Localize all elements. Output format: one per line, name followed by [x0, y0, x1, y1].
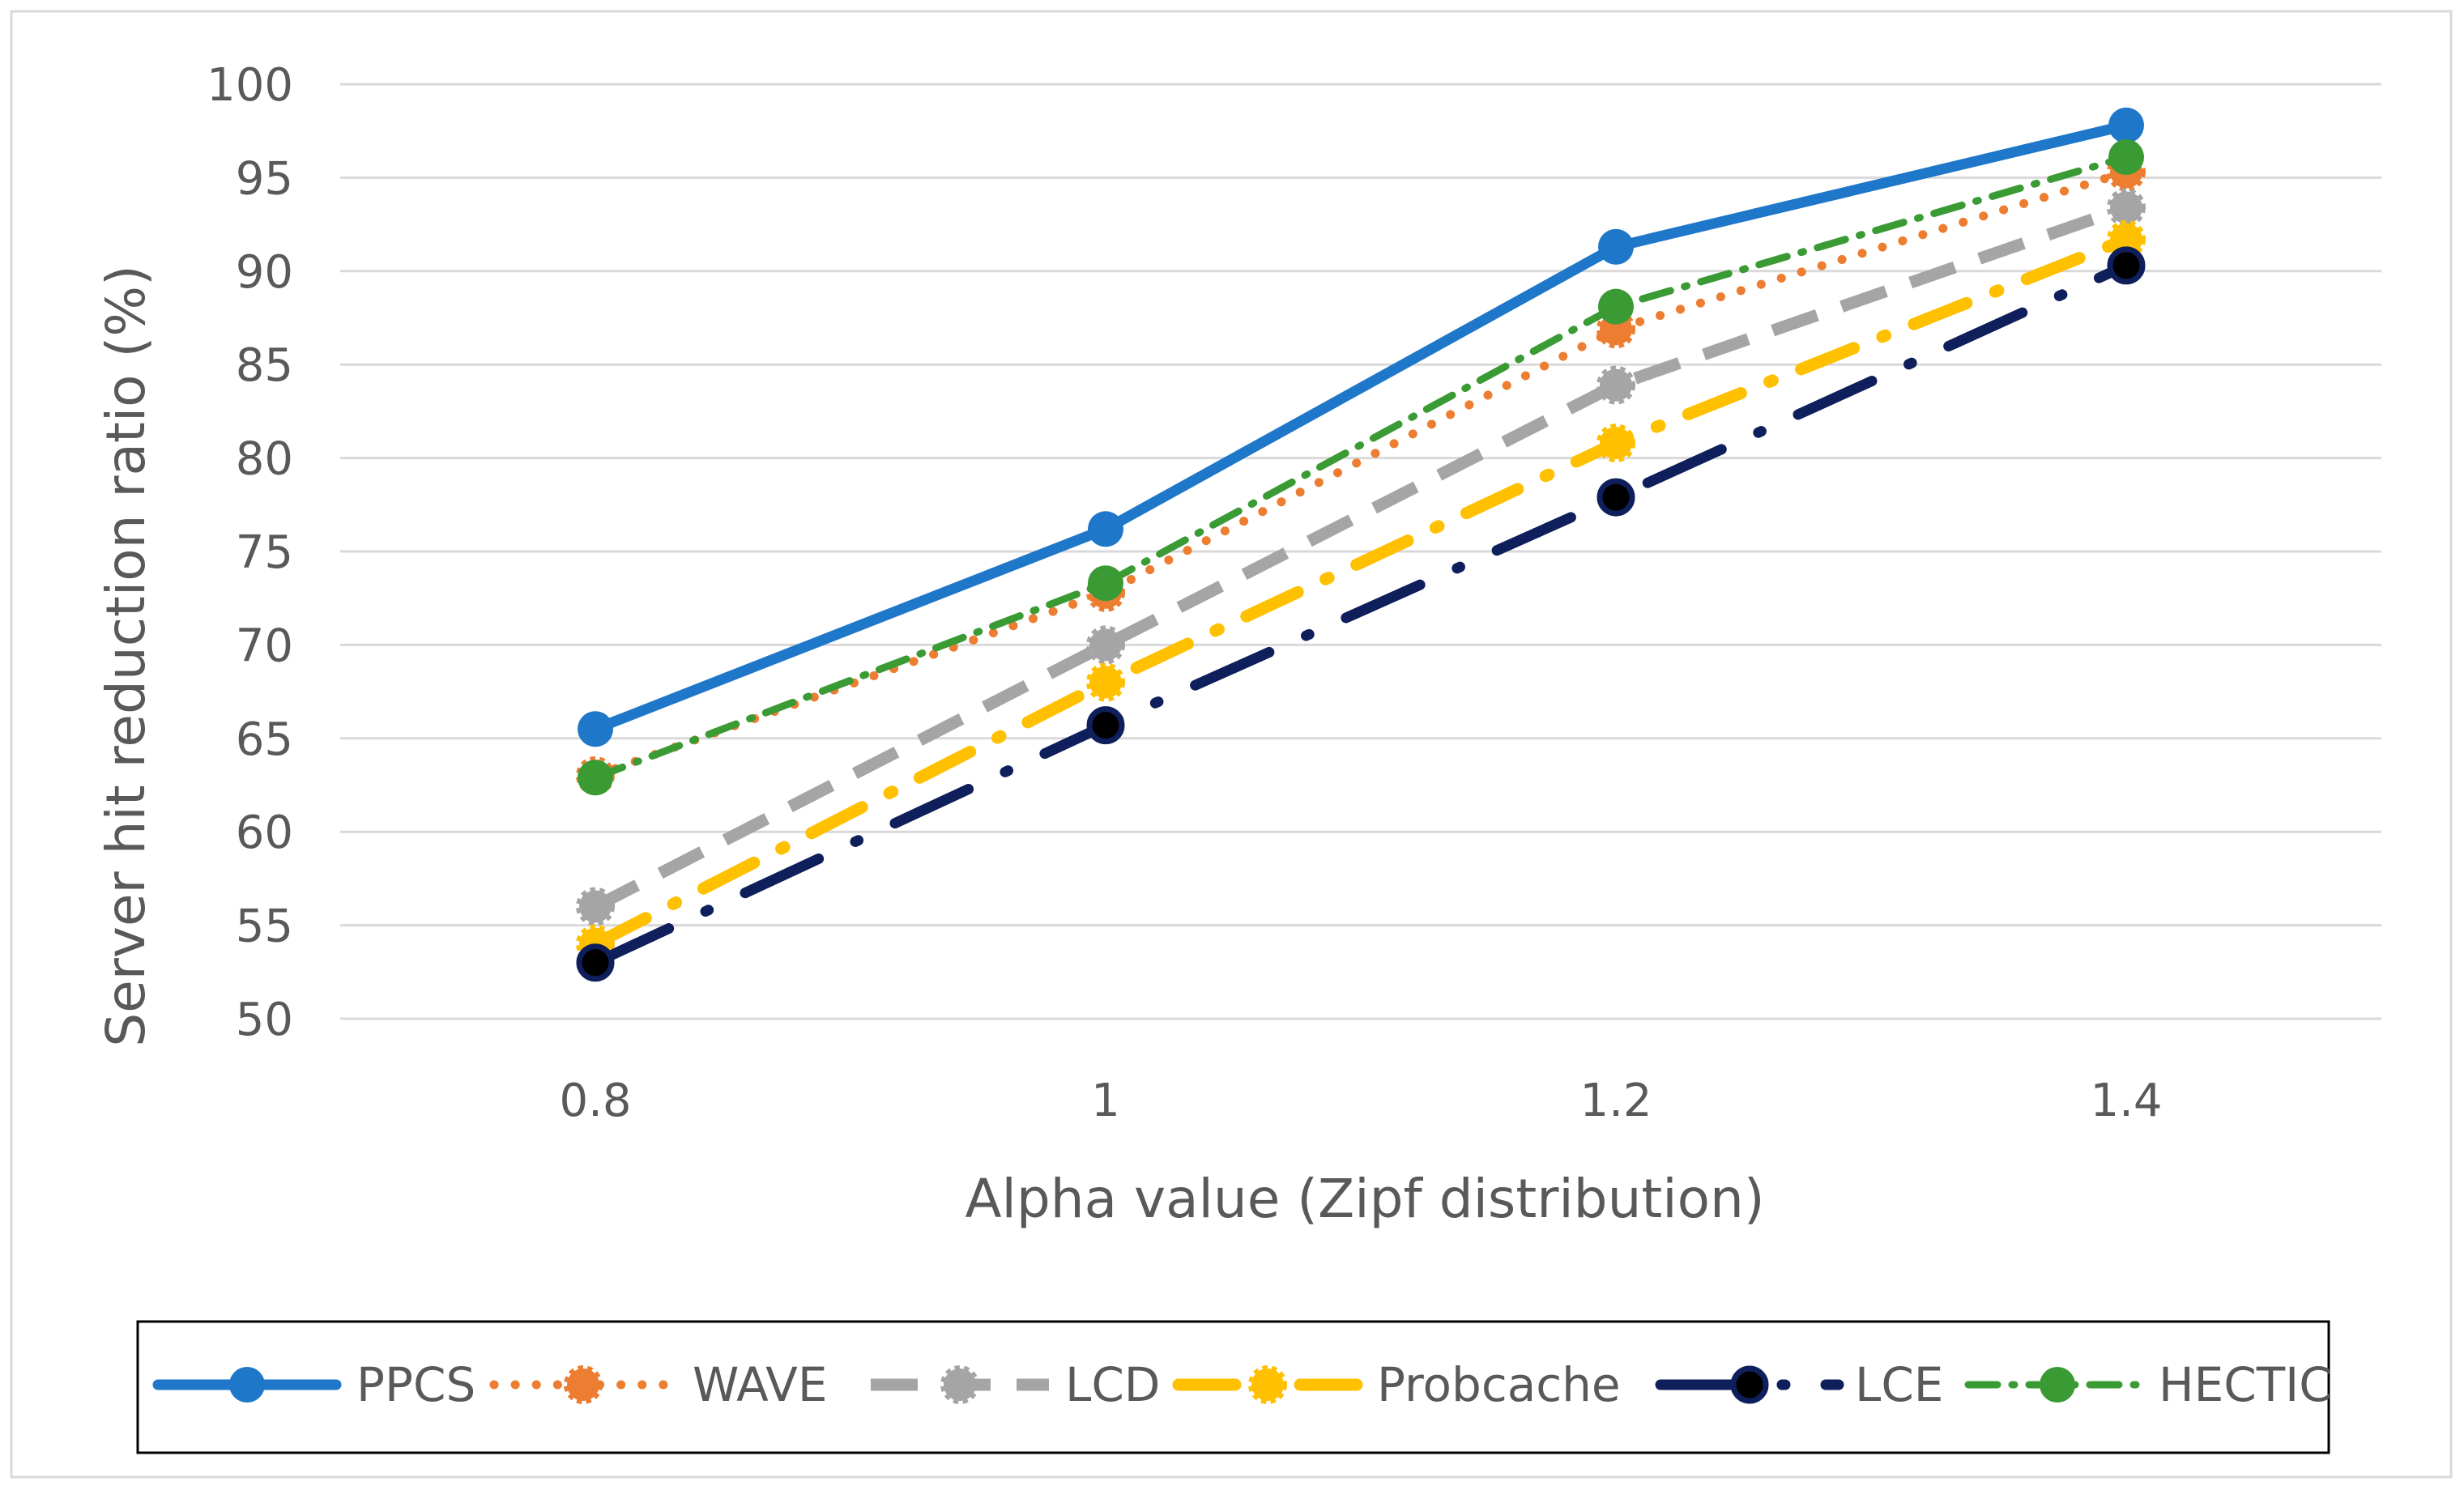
- legend-marker-wave: [564, 1365, 603, 1404]
- legend-label-ppcs: PPCS: [356, 1357, 475, 1412]
- data-point-lce: [2107, 246, 2146, 285]
- legend-item-hectic: HECTIC: [1964, 1357, 2332, 1412]
- data-point-hectic: [2108, 139, 2144, 176]
- series-line-lcd: [592, 202, 2129, 913]
- data-point-probcache: [2107, 219, 2146, 259]
- y-tick-label: 75: [236, 526, 293, 579]
- y-tick-label: 65: [236, 713, 293, 766]
- legend: PPCS WAVE LCD Probcache LCE HECTIC: [136, 1320, 2332, 1454]
- data-point-ppcs: [1088, 511, 1123, 547]
- y-axis-ticks: 50 55 60 65 70 75 80 85 90 95 100: [207, 59, 293, 1046]
- series-line-ppcs: [590, 120, 2132, 734]
- legend-label-probcache: Probcache: [1377, 1357, 1621, 1412]
- legend-item-wave: WAVE: [489, 1357, 827, 1412]
- series-lcd: [576, 188, 2146, 926]
- y-tick-label: 50: [236, 994, 293, 1046]
- series-line-lce: [590, 260, 2132, 968]
- data-point-hectic: [578, 760, 613, 796]
- legend-label-lce: LCE: [1855, 1357, 1943, 1412]
- y-tick-label: 60: [236, 807, 293, 859]
- data-point-lce: [576, 943, 615, 982]
- x-tick-label: 1: [1091, 1075, 1120, 1127]
- y-tick-label: 100: [207, 59, 293, 112]
- series-line-hectic: [591, 153, 2130, 781]
- legend-item-ppcs: PPCS: [152, 1357, 475, 1412]
- legend-marker-lcd: [940, 1365, 979, 1404]
- data-point-lcd: [576, 887, 615, 926]
- legend-label-lcd: LCD: [1065, 1357, 1160, 1412]
- y-tick-label: 55: [236, 900, 293, 953]
- series-hectic: [578, 139, 2144, 796]
- x-axis-ticks: 0.8 1 1.2 1.4: [559, 1075, 2162, 1127]
- series-ppcs: [578, 107, 2144, 747]
- legend-marker-probcache: [1248, 1365, 1287, 1404]
- series-probcache: [576, 219, 2146, 964]
- y-tick-label: 70: [236, 619, 293, 672]
- data-point-ppcs: [2108, 107, 2144, 143]
- chart-border: [10, 10, 2453, 1479]
- series-lines: [576, 107, 2146, 982]
- y-tick-label: 85: [236, 339, 293, 392]
- legend-box: [136, 1320, 2330, 1454]
- legend-item-probcache: Probcache: [1172, 1357, 1621, 1412]
- data-point-hectic: [1598, 288, 1634, 325]
- data-point-hectic: [1088, 565, 1123, 602]
- series-line-probcache: [589, 233, 2133, 951]
- x-axis-title: Alpha value (Zipf distribution): [965, 1168, 1764, 1230]
- legend-item-lcd: LCD: [871, 1357, 1160, 1412]
- series-lce: [576, 246, 2146, 982]
- legend-label-wave: WAVE: [693, 1357, 827, 1412]
- y-tick-label: 95: [236, 152, 293, 205]
- x-tick-label: 1.4: [2090, 1075, 2162, 1127]
- legend-label-hectic: HECTIC: [2159, 1357, 2332, 1412]
- x-tick-label: 0.8: [559, 1075, 631, 1127]
- legend-item-lce: LCE: [1655, 1357, 1943, 1412]
- data-point-probcache: [1086, 662, 1125, 702]
- x-tick-label: 1.2: [1579, 1075, 1652, 1127]
- y-tick-label: 90: [236, 246, 293, 299]
- legend-marker-hectic: [2040, 1367, 2075, 1403]
- legend-marker-lce: [1730, 1365, 1769, 1404]
- data-point-ppcs: [1598, 228, 1634, 265]
- data-point-lce: [1086, 706, 1125, 745]
- data-point-probcache: [1596, 424, 1635, 463]
- data-point-ppcs: [578, 711, 613, 747]
- data-point-lcd: [2107, 188, 2146, 228]
- y-axis-title: Server hit reduction ratio (%): [95, 265, 157, 1047]
- data-point-lcd: [1596, 365, 1635, 405]
- y-tick-label: 80: [236, 433, 293, 486]
- legend-marker-ppcs: [229, 1367, 265, 1403]
- data-point-lcd: [1086, 625, 1125, 665]
- data-point-lce: [1596, 478, 1635, 517]
